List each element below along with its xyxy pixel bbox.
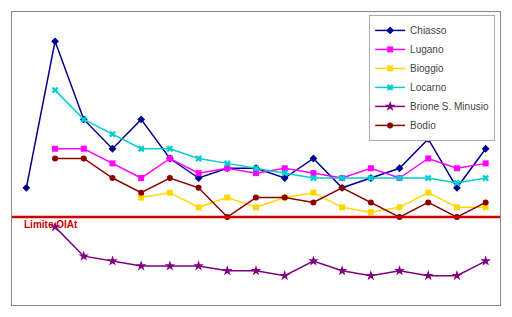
svg-text:Brione S. Minusio: Brione S. Minusio — [410, 101, 489, 112]
svg-text:Locarno: Locarno — [410, 82, 447, 93]
svg-text:Bioggio: Bioggio — [410, 63, 444, 74]
svg-text:Limite OIAt: Limite OIAt — [24, 219, 78, 230]
svg-text:Chiasso: Chiasso — [410, 25, 447, 36]
svg-text:Bodio: Bodio — [410, 120, 436, 131]
svg-text:Lugano: Lugano — [410, 44, 444, 55]
